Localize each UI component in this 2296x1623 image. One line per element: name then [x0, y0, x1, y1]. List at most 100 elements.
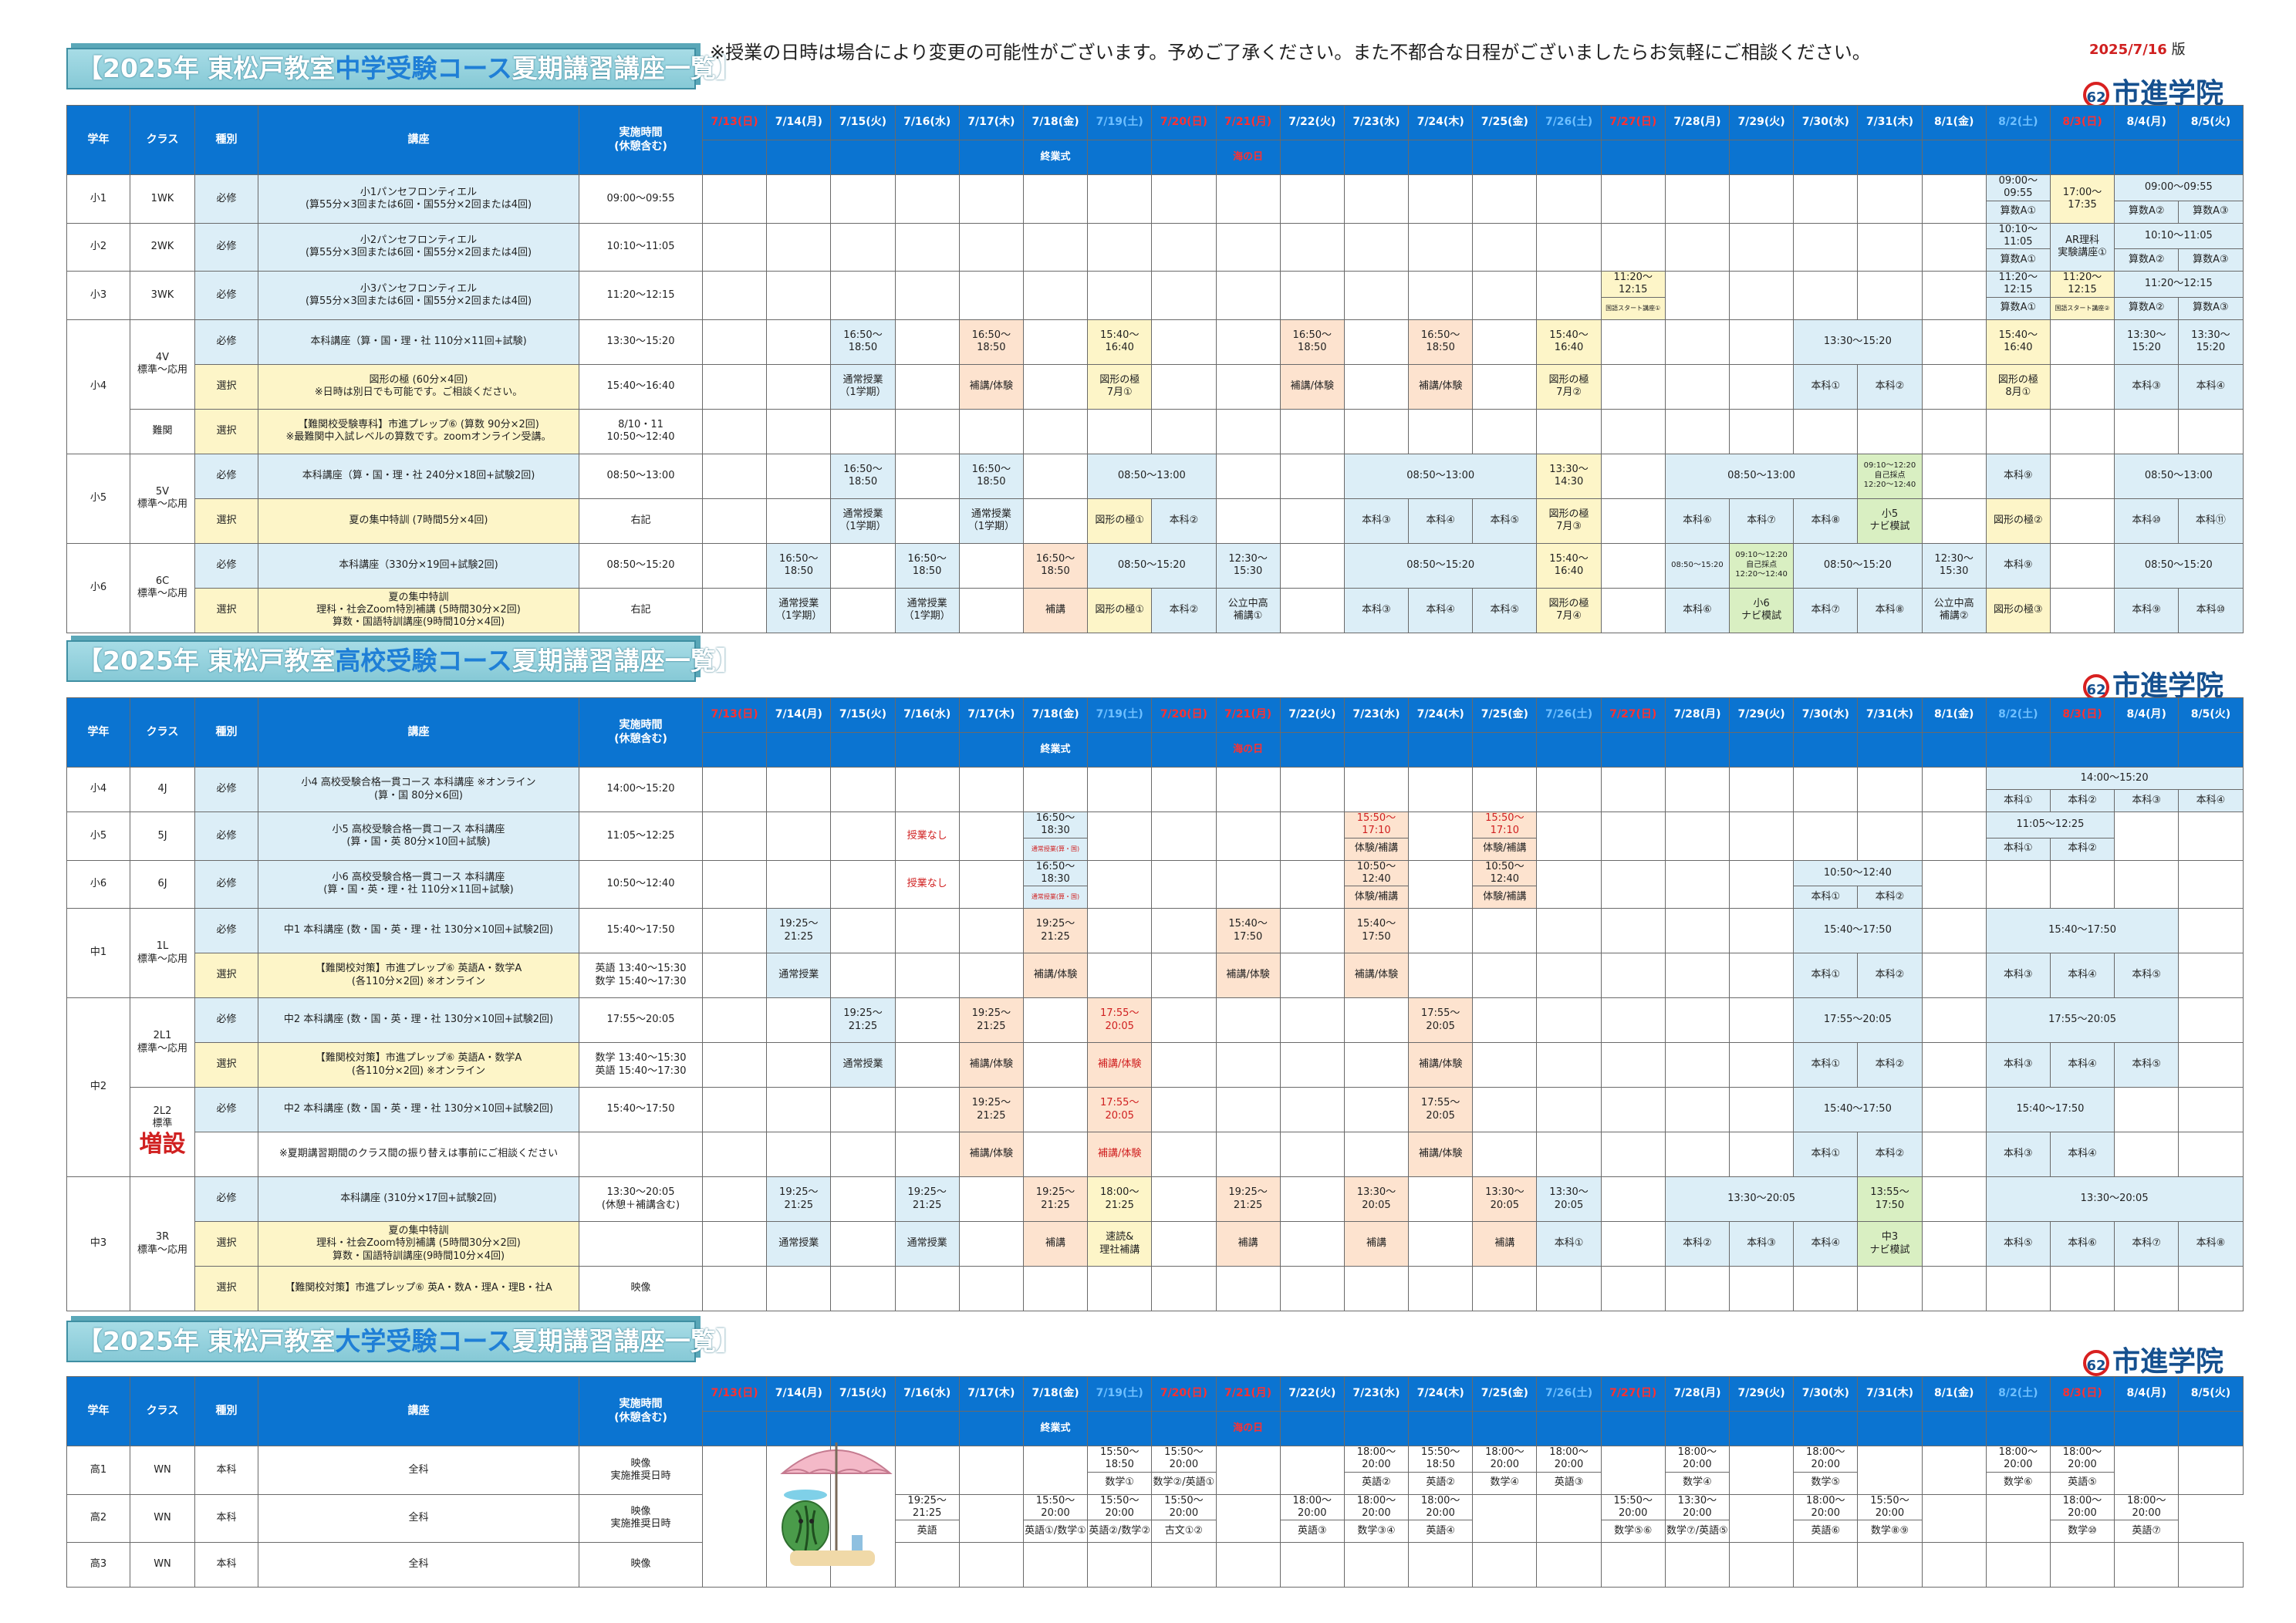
slot-time: 15:50～20:00 — [1600, 1493, 1666, 1520]
slot-time: 18:00～20:00 — [1793, 1446, 1859, 1473]
time-cell: 10:10～11:05 — [579, 222, 703, 272]
day-header: 8/2(土) — [1985, 105, 2051, 140]
slot-time: 18:00～20:00 — [1793, 1493, 1859, 1520]
day-header: 7/28(月) — [1664, 1376, 1730, 1412]
class-cell: 難関 — [130, 408, 195, 454]
slot-lesson: 本科⑤ — [2114, 953, 2180, 998]
slot-lesson: 英語② — [1408, 1471, 1474, 1495]
slot-time: 08:50～15:20 — [1343, 542, 1538, 589]
day-header: 7/19(土) — [1087, 697, 1153, 733]
slot-time: 08:50～15:20 — [1087, 542, 1217, 589]
slot-time: 18:00～20:00 — [2114, 1493, 2180, 1520]
course-cell: 【難関校対策】市進プレップ⑥ 英A・数A・理A・理B・社A — [258, 1266, 579, 1311]
slot-lesson: 算数A① — [1985, 248, 2051, 272]
course-cell: 夏の集中特訓 (7時間5分×4回) — [258, 498, 579, 544]
slot-lesson: 本科⑩ — [2114, 498, 2180, 544]
slot-time: 18:00～20:00 — [1664, 1446, 1730, 1473]
section-title-high-school-exam: 【2025年 東松戸教室高校受験コース夏期講習講座一覧】 — [66, 640, 741, 682]
slot-lesson: 図形の極 8月① — [1985, 363, 2051, 410]
slot-lesson: 補講/体験 — [958, 1042, 1024, 1088]
slot-lesson: 算数A② — [2114, 248, 2180, 272]
slot-time: 09:00～09:55 — [1985, 174, 2051, 201]
day-header: 7/16(水) — [894, 105, 960, 140]
slot-time: 15:40～16:40 — [1985, 319, 2051, 365]
slot-lesson: 補講 — [1343, 1221, 1410, 1267]
class-cell: 6J — [130, 859, 195, 909]
slot-lesson: 本科③ — [1728, 1221, 1795, 1267]
slot-time: 18:00～20:00 — [1279, 1493, 1345, 1520]
no-class-label: 授業なし — [894, 812, 960, 861]
time-cell: 11:20～12:15 — [579, 271, 703, 320]
slot-lesson: 本科⑨ — [2114, 587, 2180, 633]
slot-lesson: 本科③ — [1985, 1042, 2051, 1088]
type-cell: 必修 — [194, 271, 258, 320]
day-header: 7/23(水) — [1343, 697, 1410, 733]
slot-lesson: 本科⑥ — [1664, 498, 1730, 544]
slot-time: 15:50～17:10 — [1343, 812, 1410, 838]
time-cell: 8/10・11 10:50～12:40 — [579, 408, 703, 454]
slot-lesson: 本科② — [1151, 587, 1217, 633]
type-cell: 必修 — [194, 767, 258, 812]
slot-lesson: 数学⑧⑨ — [1857, 1520, 1923, 1543]
day-header: 8/3(日) — [2049, 697, 2115, 733]
time-cell: 14:00～15:20 — [579, 767, 703, 812]
day-header: 7/13(日) — [701, 697, 768, 733]
day-header: 7/21(月) — [1215, 1376, 1281, 1412]
class-cell: 1WK — [130, 174, 195, 224]
slot-lesson: 数学②/英語① — [1151, 1471, 1217, 1495]
slot-time: 16:50～18:50 — [830, 453, 896, 499]
slot-time: 18:00～20:00 — [1343, 1493, 1410, 1520]
slot-time: 16:50～18:50 — [1279, 319, 1345, 365]
slot-lesson: 通常授業 — [766, 1221, 832, 1267]
day-header: 7/25(金) — [1472, 105, 1538, 140]
slot-lesson: 図形の極 7月③ — [1536, 498, 1602, 544]
slot-time: 10:50～12:40 — [1472, 859, 1538, 886]
type-cell: 必修 — [194, 859, 258, 909]
day-header: 7/29(火) — [1728, 105, 1795, 140]
slot-lesson: 本科⑨ — [1985, 453, 2051, 499]
slot-lesson: 本科⑥ — [1664, 587, 1730, 633]
slot-time: 10:10～11:05 — [2114, 222, 2244, 249]
slot-lesson: 通常授業 （1学期） — [830, 363, 896, 410]
day-header: 8/2(土) — [1985, 697, 2051, 733]
day-header: 7/18(金) — [1022, 1376, 1089, 1412]
slot-time: 13:30～14:30 — [1536, 453, 1602, 499]
time-cell: 10:50～12:40 — [579, 859, 703, 909]
course-cell: 小6 高校受験合格一貫コース 本科講座 (算・国・英・理・社 110分×11回+… — [258, 859, 579, 909]
slot-lesson: 本科⑦ — [1728, 498, 1795, 544]
slot-time: 09:10～12:20 自己採点 12:20～12:40 — [1857, 453, 1923, 499]
day-header: 7/22(火) — [1279, 1376, 1345, 1412]
grade-cell: 高2 — [66, 1493, 130, 1543]
day-header: 7/15(火) — [830, 1376, 896, 1412]
slot-lesson: 補講/体験 — [1408, 1132, 1474, 1177]
slot-lesson: 本科⑦ — [2114, 1221, 2180, 1267]
slot-time: 15:40～17:50 — [1793, 908, 1923, 953]
slot-time: 13:30～20:05 — [1664, 1176, 1859, 1222]
slot-lesson: 補講 — [1022, 587, 1089, 633]
slot-time: 16:50～18:50 — [894, 542, 960, 589]
slot-lesson: 速読& 理社補講 — [1087, 1221, 1153, 1267]
day-header: 7/23(水) — [1343, 1376, 1410, 1412]
slot-time: 16:50～18:50 — [766, 542, 832, 589]
time-cell: 映像 実施推奨日時 — [579, 1493, 703, 1543]
grade-cell: 小6 — [66, 859, 130, 909]
type-cell: 選択 — [194, 498, 258, 544]
day-header: 7/15(火) — [830, 105, 896, 140]
slot-time: 10:10～11:05 — [1985, 222, 2051, 249]
slot-lesson: 中3 ナビ模試 — [1857, 1221, 1923, 1267]
day-header: 7/25(金) — [1472, 1376, 1538, 1412]
day-header: 8/4(月) — [2114, 1376, 2180, 1412]
slot-lesson: 英語②/数学② — [1087, 1520, 1153, 1543]
course-cell: 小5 高校受験合格一貫コース 本科講座 (算・国・英 80分×10回+試験) — [258, 812, 579, 861]
slot-lesson: 算数A① — [1985, 296, 2051, 320]
class-cell: 2WK — [130, 222, 195, 272]
day-header: 7/18(金) — [1022, 697, 1089, 733]
slot-lesson: 本科③ — [1343, 498, 1410, 544]
brand-logo: 62 市進学院 — [2083, 71, 2223, 111]
type-cell: 必修 — [194, 542, 258, 589]
type-cell: 選択 — [194, 1266, 258, 1311]
type-cell: 必修 — [194, 908, 258, 953]
day-header: 7/31(木) — [1857, 697, 1923, 733]
slot-time: 17:55～20:05 — [1408, 997, 1474, 1043]
time-cell: 映像 — [579, 1542, 703, 1588]
